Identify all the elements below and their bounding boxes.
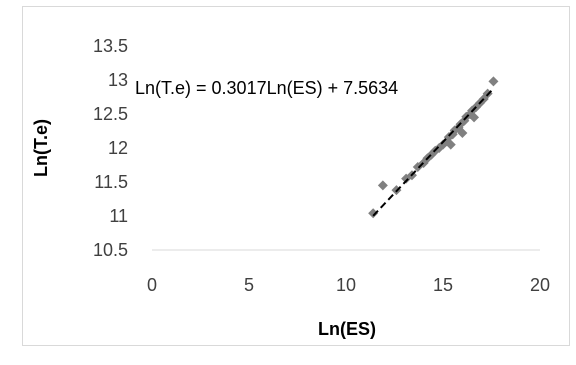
x-tick-label: 15 [433, 275, 453, 295]
data-point [377, 180, 388, 191]
y-tick-label: 12.5 [93, 104, 128, 124]
data-point [488, 76, 499, 87]
x-axis-ticks: 0 5 10 15 20 [147, 275, 550, 295]
data-point [445, 139, 456, 150]
y-axis-title: Ln(T.e) [31, 119, 51, 177]
x-tick-label: 10 [336, 275, 356, 295]
data-point [457, 128, 468, 139]
y-tick-label: 13 [108, 70, 128, 90]
y-tick-label: 13.5 [93, 36, 128, 56]
trendline [372, 87, 495, 217]
x-axis-title: Ln(ES) [318, 319, 376, 339]
x-tick-label: 20 [530, 275, 550, 295]
data-point [469, 112, 480, 123]
y-tick-label: 10.5 [93, 240, 128, 260]
y-tick-label: 12 [108, 138, 128, 158]
chart-frame [22, 6, 570, 346]
trendline-equation: Ln(T.e) = 0.3017Ln(ES) + 7.5634 [135, 78, 398, 98]
data-point [368, 208, 379, 219]
y-axis-ticks: 10.5 11 11.5 12 12.5 13 13.5 [93, 36, 128, 260]
x-tick-label: 5 [244, 275, 254, 295]
y-tick-label: 11.5 [94, 172, 128, 192]
y-tick-label: 11 [109, 206, 128, 226]
x-tick-label: 0 [147, 275, 157, 295]
